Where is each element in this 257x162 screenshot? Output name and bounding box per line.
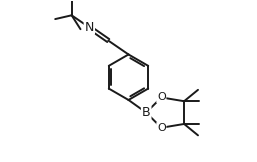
Text: N: N [85, 21, 94, 34]
Text: O: O [157, 123, 166, 133]
Text: O: O [157, 93, 166, 102]
Text: B: B [142, 106, 151, 119]
